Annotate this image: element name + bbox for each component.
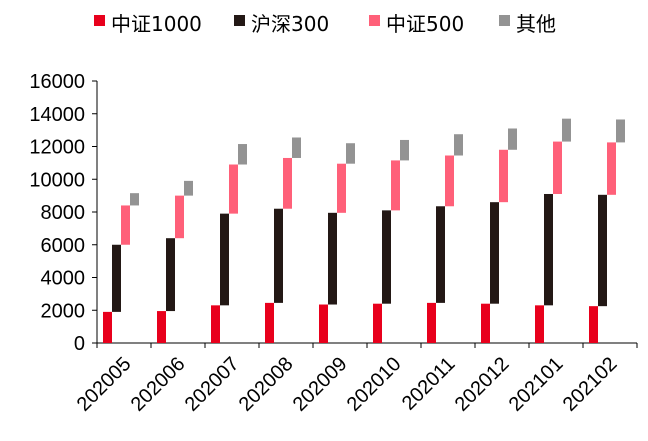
bar-202006-series-4 bbox=[184, 180, 193, 196]
bar-202007-series-3 bbox=[229, 164, 238, 214]
y-tick-label: 2000 bbox=[41, 300, 86, 322]
y-tick-label: 6000 bbox=[41, 235, 86, 257]
bar-202012-series-4 bbox=[508, 128, 517, 150]
legend-swatch bbox=[369, 15, 380, 26]
bar-202009-series-1 bbox=[319, 304, 328, 343]
bar-202101-series-1 bbox=[535, 305, 544, 343]
x-tick-label: 202006 bbox=[127, 353, 190, 416]
bar-202008-series-1 bbox=[265, 302, 274, 343]
x-tick-label: 202005 bbox=[73, 353, 136, 416]
legend-label: 中证1000 bbox=[111, 12, 202, 36]
y-tick-label: 4000 bbox=[41, 268, 86, 290]
bar-202012-series-3 bbox=[499, 149, 508, 203]
bar-202008-series-4 bbox=[292, 137, 301, 158]
bar-202008-series-3 bbox=[283, 157, 292, 209]
bar-202009-series-2 bbox=[328, 212, 337, 305]
bar-202010-series-3 bbox=[391, 160, 400, 211]
bar-202011-series-2 bbox=[436, 206, 445, 303]
x-tick-label: 202009 bbox=[289, 353, 352, 416]
legend-label: 其他 bbox=[516, 12, 556, 36]
bar-202007-series-2 bbox=[220, 213, 229, 306]
legend-item-3: 中证500 bbox=[369, 12, 464, 36]
y-tick-label: 8000 bbox=[41, 202, 86, 224]
legend-swatch bbox=[234, 15, 245, 26]
bar-202011-series-4 bbox=[454, 134, 463, 156]
bar-202011-series-3 bbox=[445, 155, 454, 207]
bar-202005-series-1 bbox=[103, 311, 112, 343]
bar-202006-series-1 bbox=[157, 311, 166, 343]
legend-item-2: 沪深300 bbox=[234, 12, 329, 36]
bar-202101-series-2 bbox=[544, 193, 553, 306]
x-tick-label: 202101 bbox=[505, 353, 568, 416]
bar-202012-series-1 bbox=[481, 303, 490, 343]
legend-label: 沪深300 bbox=[251, 12, 329, 36]
bar-202102-series-4 bbox=[616, 119, 625, 143]
y-tick-label: 0 bbox=[74, 333, 85, 355]
bar-202007-series-4 bbox=[238, 144, 247, 165]
bar-202008-series-2 bbox=[274, 208, 283, 303]
bars bbox=[103, 118, 625, 343]
y-tick-label: 10000 bbox=[29, 169, 85, 191]
y-tick-label: 14000 bbox=[29, 104, 85, 126]
legend-swatch bbox=[499, 15, 510, 26]
bar-202102-series-3 bbox=[607, 142, 616, 195]
legend-swatch bbox=[94, 15, 105, 26]
bar-202009-series-4 bbox=[346, 143, 355, 164]
legend-label: 中证500 bbox=[386, 12, 464, 36]
x-tick-label: 202102 bbox=[559, 353, 622, 416]
bar-202102-series-2 bbox=[598, 194, 607, 307]
legend-item-1: 中证1000 bbox=[94, 12, 202, 36]
legend-item-4: 其他 bbox=[499, 12, 556, 36]
bar-202005-series-3 bbox=[121, 205, 130, 245]
bar-202006-series-2 bbox=[166, 238, 175, 312]
x-tick-label: 202012 bbox=[451, 353, 514, 416]
bar-202102-series-1 bbox=[589, 306, 598, 343]
bar-202101-series-4 bbox=[562, 118, 571, 142]
bar-202010-series-4 bbox=[400, 139, 409, 161]
y-axis: 0 2000 4000 6000 8000 10000 12000 14000 16000 bbox=[29, 71, 98, 355]
bar-202101-series-3 bbox=[553, 141, 562, 194]
bar-202005-series-2 bbox=[112, 244, 121, 312]
bar-202011-series-1 bbox=[427, 302, 436, 343]
bar-202006-series-3 bbox=[175, 195, 184, 239]
legend: 中证1000 沪深300 中证500 其他 bbox=[94, 12, 556, 36]
bar-202012-series-2 bbox=[490, 202, 499, 304]
bar-202010-series-1 bbox=[373, 303, 382, 343]
bar-202009-series-3 bbox=[337, 163, 346, 213]
x-tick-label: 202011 bbox=[398, 353, 460, 415]
x-tick-label: 202010 bbox=[343, 353, 406, 416]
x-tick-label: 202007 bbox=[181, 353, 244, 416]
y-tick-label: 12000 bbox=[29, 137, 85, 159]
bar-202007-series-1 bbox=[211, 305, 220, 343]
bar-202010-series-2 bbox=[382, 210, 391, 304]
x-axis: 2020052020062020072020082020092020102020… bbox=[73, 342, 638, 416]
bar-202005-series-4 bbox=[130, 193, 139, 206]
y-tick-label: 16000 bbox=[29, 71, 85, 93]
x-tick-label: 202008 bbox=[235, 353, 298, 416]
